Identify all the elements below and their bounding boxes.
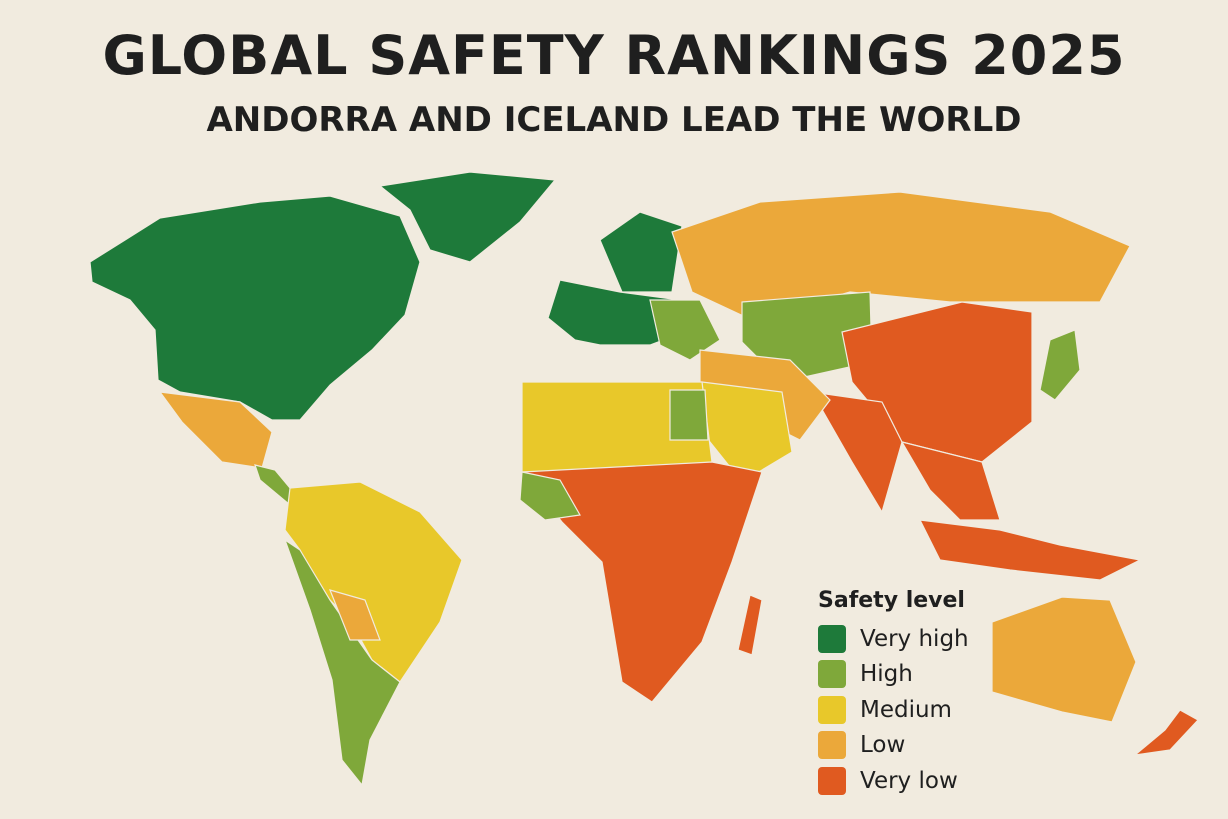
region-europe — [547, 279, 691, 346]
region-egypt — [669, 389, 709, 441]
legend-label: Low — [860, 732, 906, 759]
legend-label: Medium — [860, 696, 952, 723]
region-west-africa — [519, 471, 581, 521]
legend-item-very-low: Very low — [818, 763, 969, 799]
legend-label: High — [860, 661, 913, 688]
legend: Safety level Very high High Medium Low V… — [818, 588, 969, 799]
region-bolivia-paraguay — [328, 589, 381, 641]
region-subsaharan-africa — [520, 461, 763, 703]
legend-item-medium: Medium — [818, 692, 969, 728]
region-japan — [1039, 329, 1081, 401]
region-scandinavia — [599, 211, 683, 293]
legend-swatch — [818, 766, 846, 795]
region-india — [810, 391, 903, 514]
region-russia — [671, 191, 1131, 321]
legend-swatch — [818, 660, 846, 689]
legend-item-high: High — [818, 657, 969, 693]
legend-label: Very low — [860, 767, 958, 794]
legend-swatch — [818, 695, 846, 724]
legend-label: Very high — [860, 625, 969, 652]
map-title: GLOBAL SAFETY RANKINGS 2025 — [102, 24, 1126, 87]
legend-item-very-high: Very high — [818, 621, 969, 657]
map-subtitle: ANDORRA AND ICELAND LEAD THE WORLD — [206, 100, 1022, 140]
legend-item-low: Low — [818, 728, 969, 764]
region-greenland — [378, 171, 557, 263]
legend-swatch — [818, 624, 846, 653]
region-southeast-asia — [900, 441, 1001, 521]
legend-swatch — [818, 731, 846, 760]
region-new-zealand — [1132, 709, 1199, 756]
region-indonesia — [918, 519, 1142, 581]
region-north-america — [89, 195, 421, 421]
region-madagascar — [737, 594, 763, 656]
legend-title: Safety level — [818, 588, 965, 613]
region-australia — [991, 596, 1137, 723]
